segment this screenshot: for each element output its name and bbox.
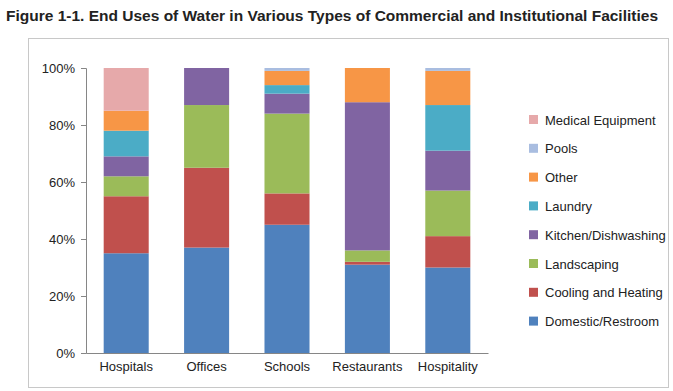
legend-label: Medical Equipment xyxy=(545,113,656,128)
legend-swatch xyxy=(529,201,538,210)
bar-segment xyxy=(184,168,229,248)
legend-label: Domestic/Restroom xyxy=(545,314,659,329)
bar-segment xyxy=(264,85,309,94)
legend-label: Laundry xyxy=(545,199,592,214)
y-tick-mark xyxy=(81,125,86,126)
y-tick-mark xyxy=(81,353,86,354)
bar-segment xyxy=(425,71,470,105)
title: Figure 1-1. End Uses of Water in Various… xyxy=(6,7,658,24)
y-tick-label: 60% xyxy=(49,175,75,190)
y-tick: 60% xyxy=(49,175,86,190)
bar-segment xyxy=(345,262,390,265)
y-tick-label: 100% xyxy=(42,61,76,76)
x-tick-label: Hospitals xyxy=(99,359,153,374)
x-tick: Schools xyxy=(264,353,311,374)
x-tick-label: Hospitality xyxy=(418,359,478,374)
x-tick: Restaurants xyxy=(332,353,403,374)
y-tick: 20% xyxy=(49,289,86,304)
legend-swatch xyxy=(529,173,538,182)
legend-swatch xyxy=(529,259,538,268)
bar-segment xyxy=(425,68,470,69)
y-tick: 40% xyxy=(49,232,86,247)
legend-label: Pools xyxy=(545,141,578,156)
bar-segment xyxy=(345,265,390,353)
chart-frame xyxy=(29,39,669,388)
y-tick-mark xyxy=(81,239,86,240)
legend: Medical Equipment Pools Other Laundry Kitche… xyxy=(529,113,666,330)
bar-segment xyxy=(425,105,470,151)
bar-segment xyxy=(104,196,149,253)
y-tick-label: 80% xyxy=(49,118,75,133)
y-tick-label: 40% xyxy=(49,232,75,247)
bar-segment xyxy=(264,114,309,194)
x-tick-label: Restaurants xyxy=(332,359,403,374)
bar-segment xyxy=(104,131,149,157)
bar-segment xyxy=(345,68,390,102)
legend-label: Other xyxy=(545,170,578,185)
bar-segment xyxy=(104,111,149,131)
bar-segment xyxy=(184,68,229,69)
bar-segment xyxy=(104,253,149,353)
bar-segment xyxy=(184,68,229,69)
y-axis-line xyxy=(81,69,87,354)
legend-label: Cooling and Heating xyxy=(545,285,663,300)
legend-swatch xyxy=(529,115,538,124)
bar-segment xyxy=(264,68,309,69)
legend-swatch xyxy=(529,144,538,153)
y-tick-mark xyxy=(81,182,86,183)
x-tick-label: Offices xyxy=(186,359,227,374)
bar-segment xyxy=(264,68,309,71)
y-axis: 0% 20% 40% 60% 80% 100% xyxy=(42,61,87,361)
bar-segment xyxy=(104,156,149,176)
y-tick: 80% xyxy=(49,118,86,133)
x-tick: Hospitality xyxy=(418,353,478,374)
bar-segment xyxy=(425,191,470,237)
x-axis: Hospitals Offices Schools Restaurants Hospit… xyxy=(87,353,489,374)
x-axis-line xyxy=(87,353,489,354)
bar-segment xyxy=(264,94,309,114)
bar-segment xyxy=(264,193,309,224)
bar-segment xyxy=(184,68,229,69)
bar-segment xyxy=(184,105,229,168)
x-tick-label: Schools xyxy=(264,359,311,374)
bar-segment xyxy=(184,68,229,105)
bar-segment xyxy=(425,268,470,354)
bar-segment xyxy=(345,250,390,261)
bar-segment xyxy=(345,68,390,69)
legend-swatch xyxy=(529,317,538,326)
bars xyxy=(104,68,471,353)
bar-segment xyxy=(264,225,309,353)
y-tick: 100% xyxy=(42,61,86,76)
y-tick-mark xyxy=(81,296,86,297)
y-tick: 0% xyxy=(56,346,86,361)
bar-segment xyxy=(184,248,229,353)
y-tick-mark xyxy=(81,68,86,69)
x-tick: Offices xyxy=(186,353,227,374)
bar-segment xyxy=(184,68,229,69)
bar-segment xyxy=(104,176,149,196)
bar-segment xyxy=(345,68,390,69)
legend-swatch xyxy=(529,288,538,297)
x-tick: Hospitals xyxy=(99,353,153,374)
bar-segment xyxy=(104,68,149,111)
y-tick-label: 0% xyxy=(56,346,75,361)
legend-label: Kitchen/Dishwashing xyxy=(545,228,666,243)
bar-segment xyxy=(425,68,470,71)
bar-segment xyxy=(425,151,470,191)
legend-swatch xyxy=(529,230,538,239)
bar-segment xyxy=(264,71,309,85)
y-tick-label: 20% xyxy=(49,289,75,304)
chart: Figure 1-1. End Uses of Water in Various… xyxy=(0,0,673,391)
bar-segment xyxy=(345,102,390,250)
bar-segment xyxy=(425,236,470,267)
legend-label: Landscaping xyxy=(545,257,619,272)
